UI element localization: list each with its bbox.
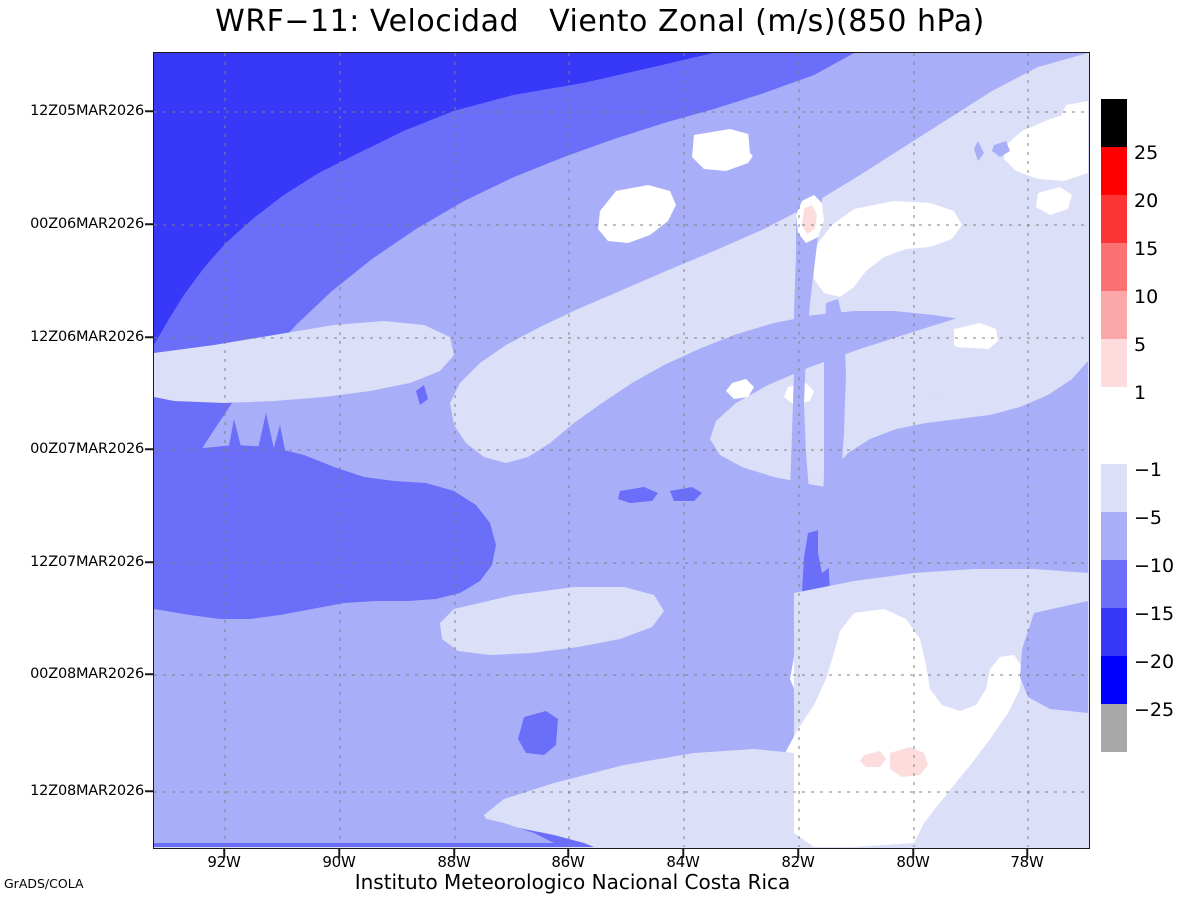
contour-n10-n5-right-edge: [1020, 601, 1088, 713]
colorbar-band: [1101, 560, 1127, 608]
contour-n5-n1-right-fill: [710, 53, 1088, 523]
contour-speck-d: [840, 145, 870, 159]
x-tick-mark: [338, 849, 340, 858]
y-tick-mark: [145, 673, 154, 675]
contour-spike-d: [272, 425, 286, 455]
colorbar-band: [1101, 147, 1127, 195]
x-tick-label: 86W: [551, 853, 585, 871]
x-tick-label: 90W: [322, 853, 356, 871]
colorbar-band: [1101, 608, 1127, 656]
x-tick-label: 88W: [437, 853, 471, 871]
contour-speck-b: [618, 487, 658, 503]
colorbar-tick-label: −15: [1134, 603, 1175, 625]
colorbar-tick-label: 5: [1134, 334, 1147, 356]
y-tick-label: 00Z08MAR2026: [30, 666, 144, 682]
colorbar-tick-label: −20: [1134, 651, 1175, 673]
contour-n5-n1-notch-a: [908, 347, 1028, 403]
x-tick-mark: [223, 849, 225, 858]
contour-zero-right-a: [1036, 187, 1072, 215]
y-tick-label: 12Z07MAR2026: [30, 554, 144, 570]
colorbar-band: [1101, 291, 1127, 339]
contour-p1-p5-lower-a: [890, 747, 928, 777]
contour-n5-n1-left-intrusion: [154, 321, 454, 403]
contour-p1-p5-lower-b: [860, 751, 886, 767]
colorbar-tick-label: −1: [1134, 459, 1163, 481]
contour-n5-n1-lower-wedge: [484, 749, 794, 847]
contour-zero-mid-b: [726, 379, 754, 399]
contour-zero-lower-center: [778, 609, 1022, 847]
y-tick-mark: [145, 110, 154, 112]
colorbar-band: [1101, 656, 1127, 704]
y-tick-label: 12Z05MAR2026: [30, 103, 144, 119]
x-tick-mark: [1026, 849, 1028, 858]
contour-speck-c: [670, 487, 702, 501]
y-tick-mark: [145, 223, 154, 225]
y-tick-mark: [145, 561, 154, 563]
colorbar-tick-label: −25: [1134, 699, 1175, 721]
x-tick-mark: [797, 849, 799, 858]
contour-zero-far-right: [1058, 101, 1088, 163]
y-tick-mark: [145, 790, 154, 792]
contour-speck-a: [416, 385, 428, 405]
colorbar-tick-label: 20: [1134, 190, 1159, 212]
x-tick-label: 82W: [781, 853, 815, 871]
contour-p1-p5-core-a: [802, 205, 817, 234]
colorbar-tick-label: 1: [1134, 382, 1147, 404]
colorbar-tick-label: 25: [1134, 142, 1159, 164]
y-tick-mark: [145, 336, 154, 338]
contour-n5-n1-mid-wedge: [440, 587, 664, 655]
colorbar-tick-label: −10: [1134, 555, 1175, 577]
contour-n5-n1-upper-right-tongue: [450, 53, 1088, 463]
x-tick-label: 78W: [1010, 853, 1044, 871]
contour-spike-b: [228, 419, 242, 451]
contour-spike-a: [186, 433, 200, 451]
colorbar-band: [1101, 704, 1127, 752]
colorbar-band: [1101, 243, 1127, 291]
colorbar-band: [1101, 464, 1127, 512]
colorbar-band: [1101, 195, 1127, 243]
y-tick-label: 00Z07MAR2026: [30, 441, 144, 457]
footer-credit: GrADS/COLA: [4, 876, 84, 891]
contour-speck-f: [518, 711, 558, 755]
colorbar-band: [1101, 99, 1127, 147]
colorbar-band: [1101, 339, 1127, 387]
contour-zero-upper-left-b: [692, 129, 758, 171]
y-tick-mark: [145, 448, 154, 450]
contour-speck-g: [974, 141, 984, 161]
contour-n20-n15-upper-left: [154, 53, 714, 345]
plot-area: [153, 52, 1090, 849]
contour-n10-n5-bottom-strip: [154, 797, 554, 843]
y-tick-label: 12Z08MAR2026: [30, 783, 144, 799]
y-tick-label: 12Z06MAR2026: [30, 329, 144, 345]
x-tick-mark: [912, 849, 914, 858]
contour-spike-c: [258, 413, 274, 449]
colorbar-tick-label: 10: [1134, 286, 1159, 308]
contour-n15-n10-lower-left: [154, 445, 496, 619]
footer-institute: Instituto Meteorologico Nacional Costa R…: [354, 870, 791, 894]
colorbar-tick-label: −5: [1134, 507, 1163, 529]
page-title: WRF−11: Velocidad Viento Zonal (m/s)(850…: [215, 4, 985, 39]
contour-n15-n10-upper-left-band: [154, 53, 854, 483]
colorbar-tick-label: 15: [1134, 238, 1159, 260]
x-tick-label: 92W: [207, 853, 241, 871]
contour-speck-e: [992, 141, 1010, 157]
x-tick-mark: [682, 849, 684, 858]
x-tick-mark: [453, 849, 455, 858]
contour-field: [154, 53, 1088, 847]
contour-zero-upper-left-a: [598, 185, 676, 243]
colorbar-band: [1101, 512, 1127, 560]
y-tick-label: 00Z06MAR2026: [30, 216, 144, 232]
x-tick-label: 84W: [666, 853, 700, 871]
contour-stripe-n10-n5-a: [788, 97, 824, 693]
x-tick-mark: [567, 849, 569, 858]
x-tick-label: 80W: [896, 853, 930, 871]
